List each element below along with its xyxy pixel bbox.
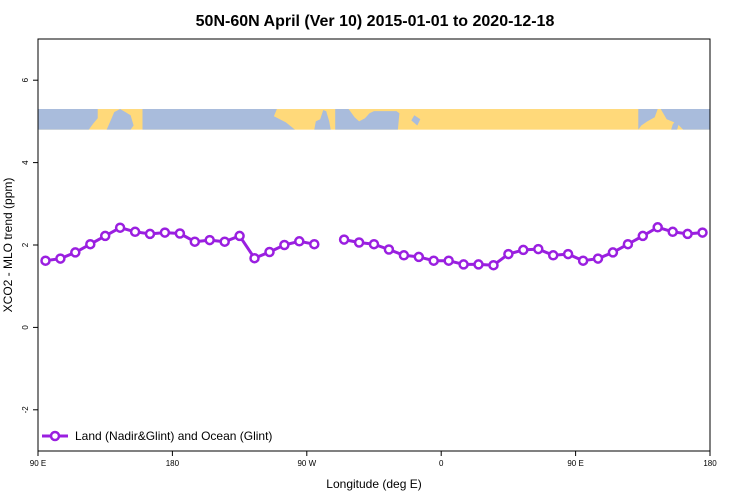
map-strip-ocean — [38, 109, 98, 130]
map-strip — [38, 109, 710, 130]
map-strip-ocean — [142, 109, 295, 130]
data-point — [697, 227, 708, 238]
legend-marker — [49, 430, 61, 442]
data-point — [443, 255, 454, 266]
map-strip-ocean — [411, 115, 421, 126]
data-point — [264, 246, 275, 258]
data-point — [592, 253, 604, 264]
x-axis: 90 E 180 90 W 0 90 E 180 — [30, 451, 717, 468]
map-strip-ocean — [660, 109, 710, 130]
data-point — [159, 227, 171, 238]
data-point — [114, 222, 126, 233]
x-tick-label: 90 E — [567, 459, 583, 468]
x-tick-label: 90 E — [30, 459, 46, 468]
data-point — [204, 234, 215, 246]
data-point — [219, 236, 230, 247]
data-point — [533, 243, 544, 255]
data-point — [383, 244, 395, 255]
data-point — [70, 247, 81, 258]
data-point — [99, 230, 111, 242]
data-point — [458, 259, 469, 270]
map-strip-ocean — [335, 109, 400, 130]
data-point — [518, 244, 529, 256]
data-point — [682, 228, 693, 240]
y-axis-title: XCO2 - MLO trend (ppm) — [1, 178, 15, 313]
data-point — [667, 226, 678, 238]
map-strip-ocean — [314, 110, 331, 130]
data-point — [234, 230, 245, 242]
y-axis: -2 0 2 4 6 — [21, 77, 38, 413]
y-tick-label: -2 — [21, 406, 30, 414]
data-point — [353, 237, 365, 248]
data-point — [398, 250, 410, 261]
legend: Land (Nadir&Glint) and Ocean (Glint) — [42, 429, 272, 443]
x-tick-label: 180 — [166, 459, 180, 468]
y-tick-label: 4 — [21, 160, 30, 165]
x-tick-label: 0 — [439, 459, 444, 468]
data-point — [40, 255, 51, 266]
data-point — [249, 252, 260, 264]
legend-label: Land (Nadir&Glint) and Ocean (Glint) — [75, 429, 272, 443]
data-point — [294, 236, 305, 247]
data-point — [622, 238, 634, 250]
data-point — [144, 228, 156, 240]
data-point — [413, 251, 425, 263]
y-tick-label: 6 — [21, 77, 30, 82]
data-point — [55, 253, 66, 264]
series-layer — [40, 222, 708, 271]
data-point — [562, 248, 574, 260]
map-strip-ocean — [106, 109, 134, 130]
data-point — [503, 248, 514, 260]
data-point — [488, 259, 499, 271]
map-strip-ocean — [638, 109, 658, 130]
data-point — [652, 222, 663, 233]
data-point — [279, 239, 290, 251]
data-point — [547, 250, 559, 261]
data-point — [473, 259, 484, 270]
data-point — [577, 255, 589, 266]
y-tick-label: 2 — [21, 242, 30, 247]
chart-title: 50N-60N April (Ver 10) 2015-01-01 to 202… — [196, 13, 555, 30]
data-point — [309, 238, 320, 250]
data-point — [174, 228, 186, 239]
y-tick-label: 0 — [21, 325, 30, 330]
data-point — [129, 226, 141, 238]
x-tick-label: 180 — [703, 459, 717, 468]
data-point — [607, 247, 619, 258]
data-point — [85, 238, 96, 250]
x-tick-label: 90 W — [297, 459, 316, 468]
map-strip-ocean — [671, 120, 679, 130]
data-point — [428, 255, 439, 266]
data-point — [338, 234, 350, 245]
x-axis-title: Longitude (deg E) — [326, 477, 421, 491]
data-point — [189, 236, 201, 247]
data-point — [368, 238, 380, 250]
data-point — [637, 230, 649, 242]
